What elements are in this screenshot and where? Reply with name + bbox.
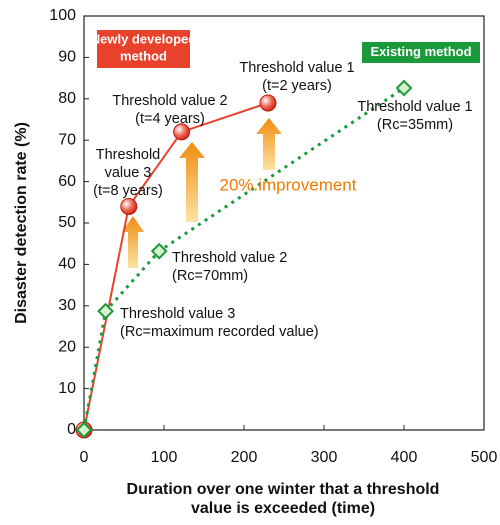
y-tick-label: 10 bbox=[58, 380, 76, 397]
arrows bbox=[122, 118, 282, 268]
improvement-label: 20%.improvement bbox=[219, 175, 356, 194]
y-tick-label: 60 bbox=[58, 173, 76, 190]
annotation: Threshold value 1 bbox=[239, 60, 354, 76]
annotation: Threshold bbox=[96, 147, 160, 163]
y-tick-label: 70 bbox=[58, 131, 76, 148]
x-tick-label: 0 bbox=[80, 449, 89, 466]
annotation: (t=8 years) bbox=[93, 183, 163, 199]
annotation: Threshold value 2 bbox=[112, 93, 227, 109]
y-tick-label: 40 bbox=[58, 256, 76, 273]
legend-box bbox=[97, 30, 190, 68]
x-axis-title: Duration over one winter that a threshol… bbox=[127, 481, 440, 498]
point bbox=[150, 242, 168, 260]
x-tick-label: 500 bbox=[471, 449, 498, 466]
x-axis-title: value is exceeded (time) bbox=[191, 500, 375, 517]
x-tick-label: 100 bbox=[151, 449, 178, 466]
annotation: (t=2 years) bbox=[262, 78, 332, 94]
annotation: Threshold value 2 bbox=[172, 250, 287, 266]
x-tick-label: 400 bbox=[391, 449, 418, 466]
legend-label: method bbox=[120, 48, 167, 63]
point bbox=[259, 94, 277, 112]
y-tick-label: 0 bbox=[67, 421, 76, 438]
annotation: (Rc=35mm) bbox=[377, 117, 453, 133]
point bbox=[75, 421, 93, 439]
point bbox=[173, 123, 191, 141]
x-tick-label: 300 bbox=[311, 449, 338, 466]
point bbox=[97, 302, 115, 320]
point bbox=[120, 197, 138, 215]
legend-box bbox=[362, 42, 480, 63]
y-tick-label: 20 bbox=[58, 338, 76, 355]
annotation: (t=4 years) bbox=[135, 111, 205, 127]
legend-label: Existing method bbox=[370, 44, 471, 59]
legend-label: Newly developed bbox=[91, 31, 197, 46]
y-tick-label: 90 bbox=[58, 49, 76, 66]
y-tick-label: 80 bbox=[58, 90, 76, 107]
annotation: (Rc=maximum recorded value) bbox=[120, 324, 319, 340]
annotation: Threshold value 3 bbox=[120, 306, 235, 322]
annotation: Threshold value 1 bbox=[357, 99, 472, 115]
y-tick-label: 100 bbox=[49, 7, 76, 24]
annotation: (Rc=70mm) bbox=[172, 268, 248, 284]
point bbox=[395, 79, 413, 97]
y-tick-label: 50 bbox=[58, 214, 76, 231]
annotation: value 3 bbox=[105, 165, 152, 181]
y-axis-title: Disaster detection rate (%) bbox=[13, 122, 30, 324]
y-tick-label: 30 bbox=[58, 297, 76, 314]
x-tick-label: 200 bbox=[231, 449, 258, 466]
series-line bbox=[82, 86, 405, 431]
